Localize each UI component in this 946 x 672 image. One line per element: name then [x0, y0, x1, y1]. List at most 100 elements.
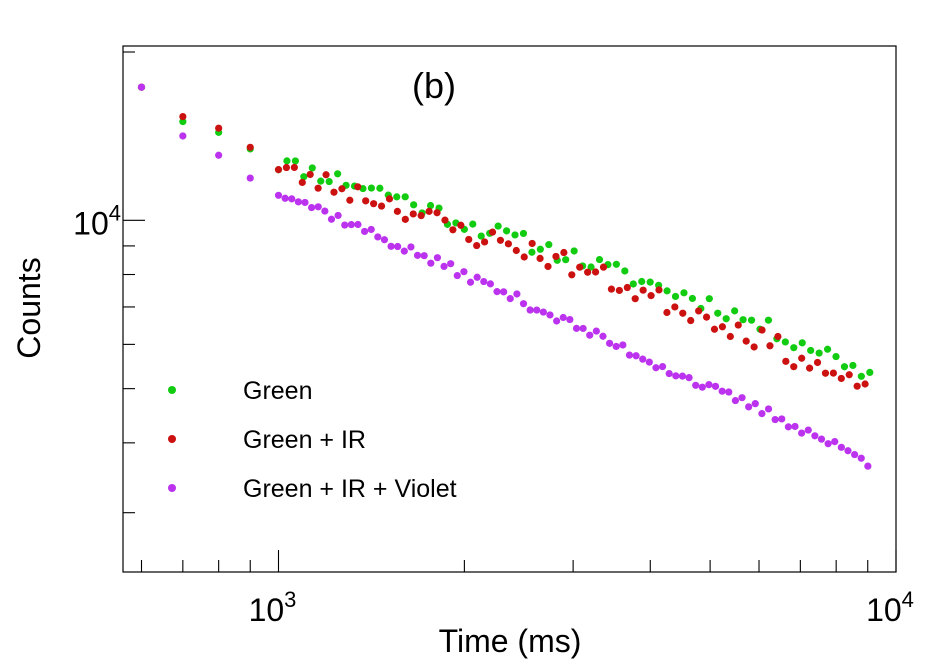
data-point: [790, 344, 798, 352]
data-point: [813, 358, 822, 367]
data-point: [387, 242, 395, 250]
data-point: [731, 396, 740, 405]
data-point: [401, 193, 409, 201]
data-point: [718, 387, 726, 395]
data-point: [778, 415, 786, 423]
data-point: [726, 332, 734, 341]
data-point: [652, 364, 660, 372]
data-point: [347, 220, 355, 229]
data-point: [592, 327, 600, 335]
data-point: [685, 374, 693, 382]
data-point: [449, 226, 457, 234]
data-point: [861, 380, 869, 388]
data-point: [314, 184, 322, 192]
data-point: [519, 229, 528, 238]
data-point: [545, 241, 553, 249]
data-point: [625, 351, 634, 359]
data-point: [301, 198, 309, 207]
data-point: [433, 209, 441, 217]
data-point: [327, 215, 336, 223]
data-point: [731, 307, 739, 315]
data-point: [393, 207, 402, 215]
data-point: [774, 332, 782, 341]
data-point: [460, 268, 468, 276]
data-point: [290, 163, 298, 172]
data-point: [790, 363, 798, 371]
data-point: [687, 316, 695, 325]
data-point: [745, 403, 753, 411]
data-point: [639, 286, 647, 294]
data-point: [526, 306, 534, 314]
data-point: [512, 246, 520, 255]
data-point: [409, 210, 417, 218]
data-point: [840, 363, 849, 371]
data-point: [837, 374, 845, 383]
data-point: [632, 352, 640, 360]
data-point: [457, 221, 465, 229]
data-point: [655, 286, 663, 294]
data-point: [851, 450, 859, 459]
data-point: [334, 211, 342, 220]
data-point: [722, 315, 730, 323]
data-point: [605, 339, 614, 347]
data-point: [494, 222, 502, 230]
data-point: [322, 171, 330, 179]
data-point: [695, 307, 703, 315]
data-point: [493, 288, 501, 296]
data-point: [623, 283, 631, 292]
data-point: [453, 271, 461, 280]
data-point: [612, 342, 620, 351]
data-point: [678, 372, 687, 380]
data-point: [539, 308, 547, 316]
x-axis-label: Time (ms): [439, 623, 582, 659]
data-point: [407, 243, 415, 251]
y-axis-label: Counts: [11, 257, 47, 358]
data-point: [705, 381, 713, 389]
data-point: [511, 231, 519, 239]
data-point: [619, 341, 627, 349]
data-point: [815, 349, 823, 357]
data-point: [377, 202, 386, 210]
data-point: [477, 232, 485, 240]
data-point: [466, 278, 475, 286]
data-point: [473, 273, 481, 281]
data-point: [417, 212, 425, 220]
data-point: [179, 118, 187, 126]
data-point: [291, 157, 299, 165]
data-point: [426, 201, 435, 210]
data-point: [595, 255, 604, 264]
data-point: [465, 235, 473, 244]
data-point: [586, 331, 594, 339]
data-point: [413, 251, 422, 259]
data-point: [665, 369, 673, 378]
x-tick-label: 104: [866, 587, 914, 628]
data-point: [750, 343, 758, 351]
data-point: [764, 405, 773, 413]
data-point: [354, 183, 362, 191]
data-point: [599, 332, 607, 340]
data-point: [599, 263, 608, 271]
data-point: [646, 278, 654, 286]
data-point: [738, 394, 746, 402]
data-point: [679, 309, 687, 317]
x-tick-label: 103: [249, 587, 297, 628]
data-point: [607, 285, 616, 293]
data-point: [647, 292, 655, 300]
data-point: [246, 174, 254, 182]
data-point: [621, 267, 629, 275]
data-point: [544, 262, 552, 271]
data-point: [781, 338, 789, 346]
data-point: [334, 170, 342, 178]
data-point: [274, 191, 283, 199]
data-point: [791, 422, 799, 431]
data-point: [354, 220, 362, 229]
data-point: [215, 151, 223, 159]
data-point: [308, 164, 316, 172]
data-point: [480, 277, 488, 286]
data-point: [747, 316, 756, 324]
data-point: [739, 316, 747, 324]
data-point: [374, 233, 382, 241]
data-point: [294, 198, 302, 206]
y-tick-label: 104: [73, 200, 121, 241]
